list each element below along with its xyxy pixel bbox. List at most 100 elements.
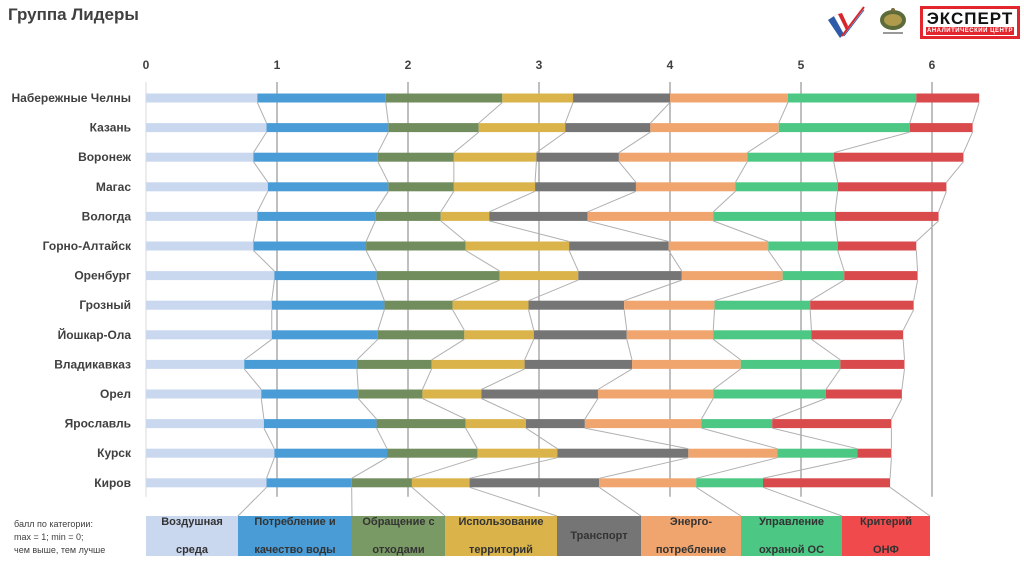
bar-segment [584, 419, 702, 429]
bar-segment [422, 389, 482, 399]
expert-logo-title: ЭКСПЕРТ [926, 8, 1014, 28]
connector-line [478, 102, 503, 124]
expert-logo-subtitle: АНАЛИТИЧЕСКИЙ ЦЕНТР [926, 26, 1014, 35]
connector-line [747, 131, 780, 154]
note-line-3: чем выше, тем лучше [14, 545, 106, 555]
connector-line [252, 220, 258, 242]
connector-line [825, 368, 841, 390]
category-label: Орел [100, 387, 131, 401]
connector-line [833, 131, 910, 154]
connector-line [889, 457, 892, 479]
connector-line [946, 161, 964, 183]
bar-segment [253, 152, 378, 162]
connector-line [489, 190, 536, 213]
connector-line [587, 220, 669, 242]
bar-segment [696, 478, 764, 488]
bar-segment [597, 389, 714, 399]
connector-line [377, 131, 389, 153]
bar-segment [271, 330, 378, 340]
bar-segment [440, 211, 490, 221]
bar-segment [244, 359, 357, 369]
bar-segment [356, 359, 432, 369]
connector-line [623, 309, 628, 331]
bar-segment [825, 389, 902, 399]
bar-segment [431, 359, 525, 369]
bar-segment [465, 241, 570, 251]
bar-segment [358, 389, 423, 399]
connector-line [696, 457, 778, 479]
bar-segment [624, 300, 715, 310]
connector-line [481, 398, 527, 420]
bar-segment [146, 478, 267, 488]
connector-line [524, 339, 535, 361]
category-label: Грозный [79, 298, 131, 312]
connector-line [834, 220, 839, 242]
legend-label: Транспорт [570, 530, 628, 542]
connector-line [834, 191, 839, 212]
connector-line [701, 398, 714, 420]
legend-label: потребление [655, 544, 727, 556]
globe-emblem-icon [880, 8, 906, 34]
bar-segment [452, 300, 529, 310]
x-tick-label: 6 [929, 58, 936, 72]
bar-segment [618, 152, 748, 162]
connector-line [772, 427, 858, 450]
legend-label: ОНФ [873, 544, 899, 556]
connector-line [356, 338, 379, 361]
connector-line [452, 309, 465, 331]
x-tick-label: 5 [798, 58, 805, 72]
bar-segment [833, 152, 964, 162]
bar-segment [481, 389, 598, 399]
legend-label: территорий [469, 544, 533, 556]
bar-segment [528, 300, 625, 310]
bar-segment [261, 389, 359, 399]
connector-line [377, 161, 389, 183]
bar-segment [274, 271, 377, 281]
connector-line [365, 250, 378, 272]
bar-segment [599, 478, 697, 488]
bar-segment [146, 123, 267, 133]
bar-segment [735, 182, 838, 192]
connector-line [260, 398, 265, 420]
connector-line [243, 338, 273, 361]
chart-legend: Воздушная среда Потребление и качество воды… [146, 516, 930, 556]
connector-line [735, 161, 748, 183]
x-tick-label: 0 [143, 58, 150, 72]
connector-line [695, 486, 742, 517]
bar-segment [453, 182, 536, 192]
bar-segment [837, 241, 917, 251]
bar-segment [411, 478, 470, 488]
connector-line [465, 250, 500, 272]
connector-line [469, 457, 558, 479]
bar-segment [351, 478, 412, 488]
connector-line [253, 161, 269, 183]
bar-segment [557, 448, 689, 458]
bar-segment [377, 152, 454, 162]
bar-segment [146, 359, 245, 369]
bar-segment [587, 211, 714, 221]
category-label: Набережные Челны [11, 91, 131, 105]
connector-line [357, 398, 377, 420]
connector-line [411, 486, 446, 517]
connector-line [377, 309, 385, 331]
category-label: Казань [90, 121, 131, 135]
connector-line [440, 220, 466, 242]
connector-line [712, 368, 742, 390]
bar-segment [713, 389, 826, 399]
connector-line [767, 250, 784, 272]
note-line-2: max = 1; min = 0; [14, 532, 84, 542]
connector-line [913, 280, 919, 301]
connector-line [618, 161, 637, 183]
category-label: Оренбург [74, 269, 131, 283]
bar-segment [632, 359, 741, 369]
connector-line [376, 427, 388, 449]
connector-line [811, 338, 841, 361]
x-tick-label: 1 [274, 58, 281, 72]
expert-logo: ЭКСПЕРТ АНАЛИТИЧЕСКИЙ ЦЕНТР [920, 5, 1020, 39]
bar-segment [453, 152, 537, 162]
bar-segment [499, 271, 579, 281]
connector-line [481, 368, 525, 390]
bar-segment [578, 271, 682, 281]
legend-item: Потребление и качество воды [238, 516, 352, 556]
